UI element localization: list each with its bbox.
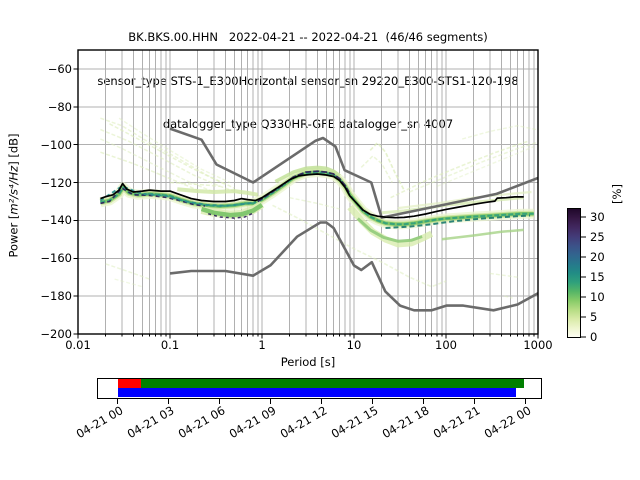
colorbar-tick-label: 15: [590, 270, 605, 284]
psd-wisp: [360, 155, 393, 183]
psd-wisp: [100, 117, 235, 189]
psd-wisp: [169, 181, 221, 188]
x-tick-label: 1: [258, 338, 266, 352]
psd-wisp: [118, 117, 231, 184]
time-coverage-bar: [97, 378, 542, 399]
colorbar-tick-label: 10: [590, 290, 605, 304]
mode-line-path: [100, 173, 524, 219]
y-axis-label-units: m²/s⁴/Hz: [6, 165, 21, 215]
mode-line: [100, 173, 524, 219]
density-teal-lp: [385, 214, 531, 229]
y-axis-label: Power [m²/s⁴/Hz] [dB]: [7, 56, 22, 336]
density-dark-left: [100, 187, 206, 207]
coverage-psd-segment: [118, 388, 516, 397]
time-tick-mark: [117, 399, 118, 404]
psd-wisp: [114, 278, 143, 288]
density-lower-branch-dark: [208, 212, 254, 219]
time-tick-mark: [525, 399, 526, 404]
axis-tick-marks: [73, 68, 586, 339]
x-axis-label: Period [s]: [280, 355, 336, 369]
density-peak-halo: [274, 165, 341, 184]
y-tick-label: −180: [40, 289, 72, 304]
density-upper-halo-left: [177, 187, 259, 197]
plot-border: [77, 49, 539, 335]
y-axis-label-suffix: ] [dB]: [6, 133, 21, 166]
time-tick-mark: [168, 399, 169, 404]
y-tick-label: −60: [47, 61, 72, 76]
psd-wisp: [462, 124, 537, 140]
nhnm-line: [169, 127, 538, 219]
x-tick-label: 0.01: [65, 338, 91, 352]
time-tick-mark: [321, 399, 322, 404]
density-lp-band-fringe: [441, 228, 524, 241]
noise-model-lines: [169, 127, 538, 312]
density-dark-peak: [257, 170, 350, 203]
colorbar-tick-label: 20: [590, 250, 605, 264]
density-dip-cloud: [356, 217, 423, 243]
time-tick-mark: [372, 399, 373, 404]
psd-wisp: [489, 272, 518, 278]
psd-wisp: [100, 151, 198, 191]
x-tick-label: 10: [346, 338, 362, 352]
psd-density-band: [99, 165, 534, 248]
psd-wisp: [109, 123, 226, 186]
coverage-gap-segment: [118, 379, 141, 388]
time-tick-mark: [423, 399, 424, 404]
psd-wisp: [390, 140, 530, 199]
time-tick-mark: [474, 399, 475, 404]
x-tick-label: 100: [435, 338, 457, 352]
colorbar-tick-label: 5: [590, 310, 598, 324]
psd-wisp: [504, 295, 513, 299]
psd-wisp: [369, 141, 405, 191]
colorbar-tick-label: 25: [590, 230, 605, 244]
colorbar-tick-label: 0: [590, 330, 598, 344]
y-tick-label: −160: [40, 251, 72, 266]
coverage-data-segment: [140, 379, 524, 388]
y-tick-label: −200: [40, 327, 72, 341]
density-core-layer: [100, 171, 534, 226]
time-tick-mark: [219, 399, 220, 404]
y-tick-label: −140: [40, 213, 72, 228]
psd-density-wisps: [100, 117, 537, 299]
psd-wisp: [436, 145, 535, 187]
nlnm-line: [169, 221, 538, 312]
colorbar: [567, 208, 581, 338]
density-lower-branch: [200, 203, 264, 218]
psd-wisp: [289, 197, 340, 210]
time-tick-mark: [270, 399, 271, 404]
psd-wisp: [100, 128, 242, 195]
y-tick-label: −80: [47, 99, 72, 114]
y-tick-label: −120: [40, 175, 72, 190]
title-line-1: BK.BKS.00.HHN 2022-04-21 -- 2022-04-21 (…: [128, 30, 488, 44]
psd-wisp: [105, 263, 150, 280]
psd-wisp: [272, 204, 447, 288]
colorbar-tick-label: 30: [590, 210, 605, 224]
y-axis-label-prefix: Power [: [6, 214, 21, 258]
y-tick-label: −100: [40, 137, 72, 152]
colorbar-label: [%]: [610, 184, 624, 204]
x-tick-label: 0.1: [160, 338, 180, 352]
density-teal-short: [99, 185, 256, 207]
x-tick-label: 1000: [523, 338, 553, 352]
psd-wisp: [409, 142, 537, 193]
